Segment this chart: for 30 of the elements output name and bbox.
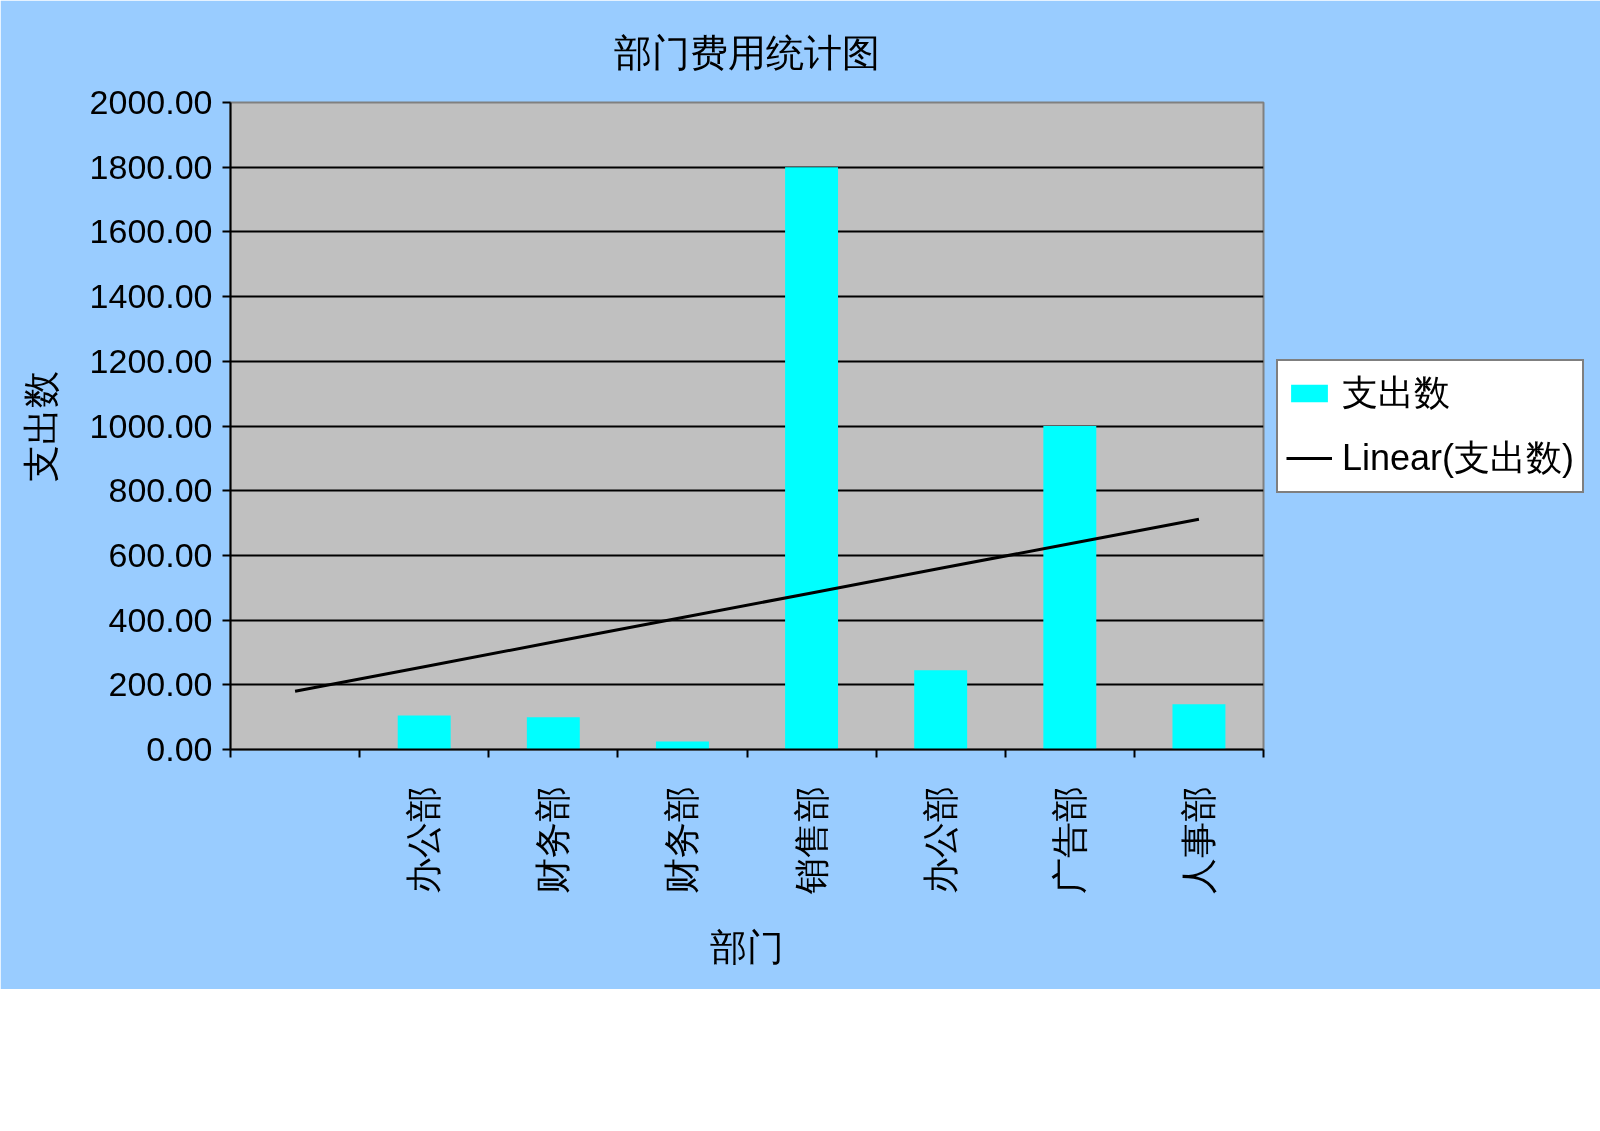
- bar: [785, 167, 839, 750]
- y-tick-label: 600.00: [108, 535, 213, 574]
- x-tick-label: 人事部: [1178, 785, 1219, 894]
- bar: [1043, 426, 1097, 750]
- y-tick-label: 1600.00: [89, 212, 213, 251]
- y-tick-label: 1800.00: [89, 147, 213, 186]
- legend-label: 支出数: [1342, 370, 1450, 415]
- bar: [1172, 704, 1226, 750]
- y-tick-label: 1200.00: [89, 341, 213, 380]
- x-tick-label: 广告部: [1049, 785, 1090, 894]
- x-tick-label: 财务部: [662, 785, 703, 894]
- y-tick-label: 200.00: [108, 665, 213, 704]
- y-tick-label: 0.00: [146, 730, 213, 768]
- y-tick-label: 800.00: [108, 471, 213, 510]
- x-tick-label: 财务部: [533, 785, 574, 894]
- bar: [914, 670, 968, 750]
- y-tick-label: 1000.00: [89, 406, 213, 445]
- chart-title: 部门费用统计图: [614, 31, 880, 74]
- x-tick-label: 销售部: [791, 785, 832, 895]
- x-tick-label: 办公部: [920, 785, 961, 894]
- bar: [526, 717, 580, 750]
- y-tick-label: 2000.00: [89, 83, 213, 121]
- y-tick-label: 400.00: [108, 600, 213, 639]
- y-axis-title: 支出数: [20, 370, 62, 482]
- legend-label: Linear(支出数): [1342, 435, 1575, 480]
- y-tick-label: 1400.00: [89, 277, 213, 316]
- bar: [397, 715, 451, 750]
- x-tick-label: 办公部: [404, 785, 445, 894]
- bar: [655, 741, 709, 750]
- x-axis-title: 部门: [710, 926, 784, 968]
